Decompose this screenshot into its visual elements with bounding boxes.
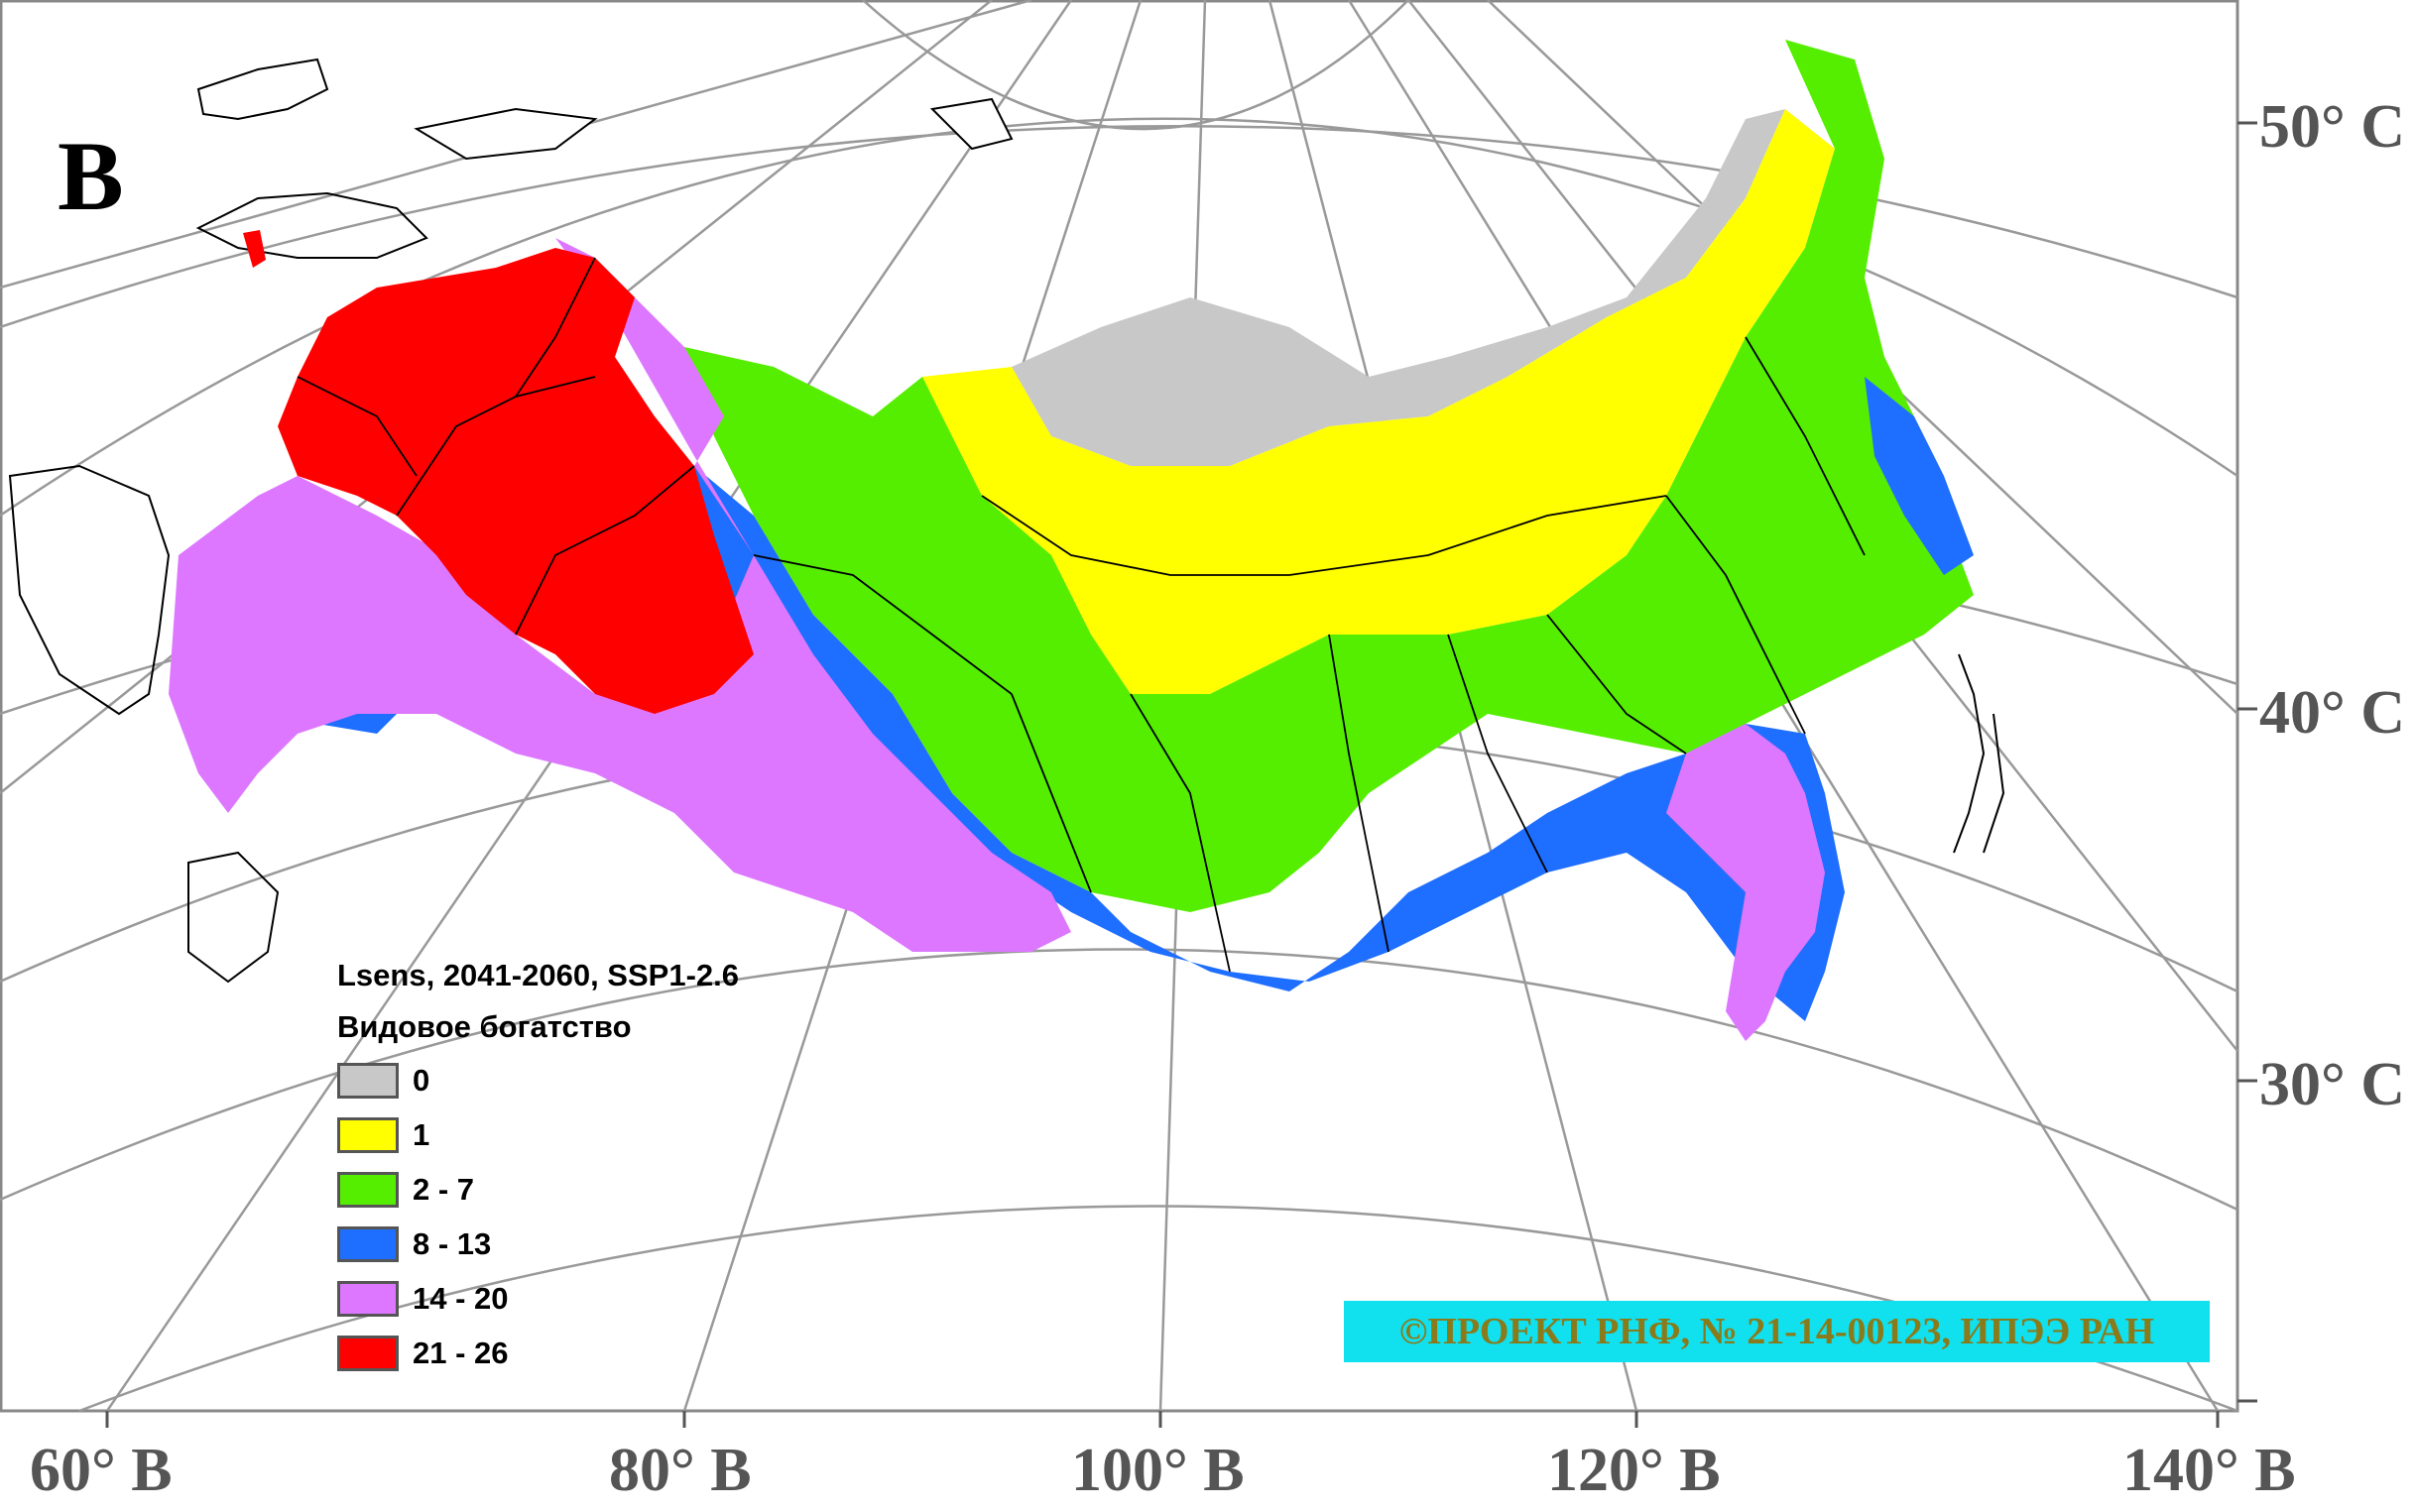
latitude-label-50: 50° С <box>2259 93 2406 161</box>
latitude-label-30: 30° С <box>2259 1051 2406 1118</box>
zone-class-21-26-crimea <box>243 230 266 268</box>
longitude-label-100: 100° В <box>1071 1437 1245 1504</box>
zone-class-8-13-kamchatka <box>1865 377 1974 575</box>
longitude-label-60: 60° В <box>30 1437 173 1504</box>
latitude-label-40: 40° С <box>2259 679 2406 747</box>
legend-label: 0 <box>413 1062 430 1098</box>
map-frame-border <box>0 0 2239 1413</box>
copyright-banner: ©ПРОЕКТ РНФ, № 21-14-00123, ИПЭЭ РАН <box>1344 1301 2210 1362</box>
legend-swatch-14-20 <box>337 1280 399 1317</box>
legend-label: 2 - 7 <box>413 1171 475 1207</box>
legend-label: 8 - 13 <box>413 1225 492 1261</box>
legend-item: 1 <box>337 1107 739 1162</box>
zone-class-14-20-sakhalin <box>1666 724 1825 1041</box>
map-legend: Lsens, 2041-2060, SSP1-2.6 Видовое богат… <box>337 950 739 1380</box>
legend-label: 1 <box>413 1116 430 1152</box>
japan-outline <box>1953 653 2005 854</box>
legend-title-variable: Видовое богатство <box>337 1009 632 1044</box>
legend-title-scenario: Lsens, 2041-2060, SSP1-2.6 <box>337 958 739 992</box>
longitude-label-120: 120° В <box>1547 1437 1721 1504</box>
legend-swatch-8-13 <box>337 1225 399 1262</box>
legend-swatch-0 <box>337 1062 399 1099</box>
legend-item: 0 <box>337 1053 739 1107</box>
zone-class-21-26 <box>278 248 754 714</box>
zone-class-2-7 <box>684 40 1974 912</box>
legend-item: 2 - 7 <box>337 1162 739 1217</box>
legend-item: 21 - 26 <box>337 1326 739 1380</box>
longitude-label-80: 80° В <box>609 1437 752 1504</box>
legend-label: 21 - 26 <box>413 1335 509 1370</box>
zone-class-0 <box>1012 109 1785 466</box>
legend-item: 14 - 20 <box>337 1271 739 1326</box>
panel-letter: В <box>58 121 124 231</box>
legend-swatch-1 <box>337 1116 399 1153</box>
axis-ticks <box>105 121 2257 1428</box>
longitude-label-140: 140° В <box>2122 1437 2296 1504</box>
legend-label: 14 - 20 <box>413 1280 509 1316</box>
legend-swatch-2-7 <box>337 1171 399 1208</box>
arctic-islands <box>196 58 1014 161</box>
legend-item: 8 - 13 <box>337 1217 739 1271</box>
zone-class-14-20 <box>169 238 1071 952</box>
region-boundaries <box>297 257 1866 973</box>
legend-swatch-21-26 <box>337 1335 399 1371</box>
zone-class-1 <box>922 109 1835 694</box>
